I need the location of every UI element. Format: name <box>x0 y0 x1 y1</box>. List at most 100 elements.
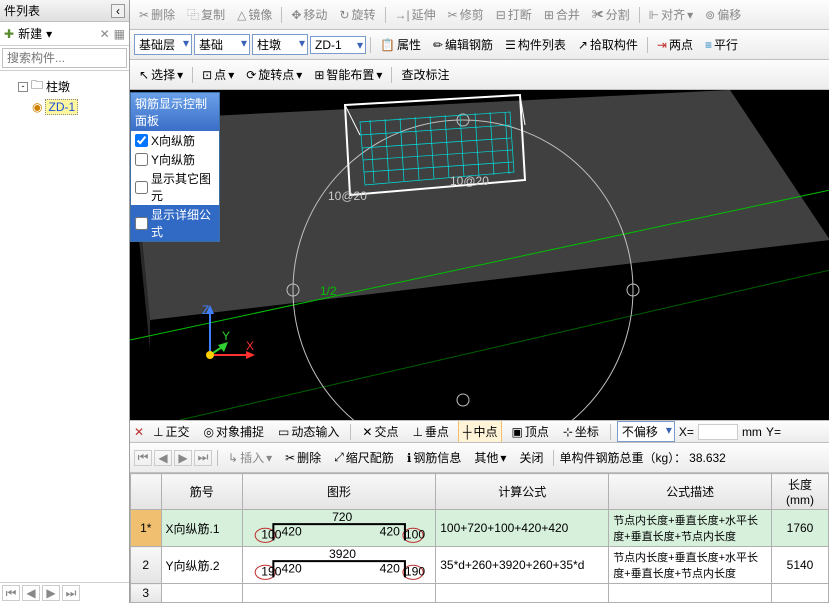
tree-node-root[interactable]: - 🗀 柱墩 <box>4 75 125 98</box>
component-search-input[interactable] <box>2 48 127 68</box>
status-toolbar: ✕ ⊥ 正交 ◎ 对象捕捉 ▭ 动态输入 ✕ 交点 ⊥ 垂点 ┼ 中点 ▣ 顶点… <box>130 420 829 443</box>
panel-title: 钢筋显示控制面板 <box>131 93 219 131</box>
table-row[interactable]: 2 Y向纵筋.2 190420 3920420 190 35*d+260+392… <box>131 547 829 584</box>
layer-select[interactable]: 基础层 <box>134 34 192 55</box>
align-button[interactable]: ⊩ 对齐 ▾ <box>644 3 699 26</box>
toolbar-draw: ↖ 选择 ▾ ⊡ 点 ▾ ⟳ 旋转点 ▾ ⊞ 智能布置 ▾ 查改标注 <box>130 60 829 90</box>
snap-intersection[interactable]: ✕ 交点 <box>357 420 403 443</box>
svg-text:420: 420 <box>380 561 400 575</box>
break-button[interactable]: ⊟ 打断 <box>491 3 537 26</box>
other-menu[interactable]: 其他 ▾ <box>469 446 511 469</box>
y-label: Y= <box>766 425 781 439</box>
page-next-button[interactable]: ▶ <box>42 585 60 601</box>
label-2: 10@20 <box>450 174 489 188</box>
x-rebar-checkbox[interactable]: X向纵筋 <box>131 131 219 150</box>
snap-midpoint[interactable]: ┼ 中点 <box>458 420 503 443</box>
table-row[interactable]: 3 <box>131 584 829 603</box>
offset-select[interactable]: 不偏移 <box>617 421 675 442</box>
tree-node-child[interactable]: ◉ ZD-1 <box>4 98 125 116</box>
offset-button[interactable]: ⊚ 偏移 <box>700 3 746 26</box>
osnap-toggle[interactable]: ◎ 对象捕捉 <box>199 420 270 443</box>
axis-indicator: Z X Y <box>190 300 260 370</box>
close-table-button[interactable]: 关闭 <box>514 446 548 469</box>
row-last-button[interactable]: ⏭ <box>194 450 212 466</box>
trim-button[interactable]: ✂ 修剪 <box>443 3 489 26</box>
fraction-label: 1/2 <box>320 284 337 298</box>
svg-text:190: 190 <box>261 564 281 578</box>
x-input[interactable] <box>698 424 738 440</box>
formula-checkbox[interactable]: 显示详细公式 <box>131 205 219 241</box>
snap-perpendicular[interactable]: ⊥ 垂点 <box>407 420 453 443</box>
new-icon: ✚ <box>4 27 14 41</box>
pick-component-button[interactable]: ↗ 拾取构件 <box>573 33 643 56</box>
toolbar-menu-icon[interactable]: ▦ <box>114 27 125 41</box>
panel-collapse-button[interactable]: ‹ <box>111 4 125 18</box>
select-tool[interactable]: ↖ 选择 ▾ <box>134 63 188 86</box>
edit-rebar-button[interactable]: ✏ 编辑钢筋 <box>428 33 498 56</box>
toolbar-close-icon[interactable]: ✕ <box>100 27 110 41</box>
expand-icon[interactable]: - <box>18 82 28 92</box>
new-dropdown-icon[interactable]: ▾ <box>46 27 52 41</box>
category-select[interactable]: 基础 <box>194 34 250 55</box>
two-point-button[interactable]: ⇥ 两点 <box>652 33 698 56</box>
table-row[interactable]: 1* X向纵筋.1 100420 720420 100 100+720+100+… <box>131 510 829 547</box>
point-tool[interactable]: ⊡ 点 ▾ <box>197 63 239 86</box>
3d-viewport[interactable]: 10@20 10@20 1/2 钢筋显示控制面板 X向纵筋 Y向纵筋 显示其它图… <box>130 90 829 420</box>
ortho-toggle[interactable]: ⊥ 正交 <box>148 420 194 443</box>
merge-button[interactable]: ⊞ 合并 <box>539 3 585 26</box>
other-elem-checkbox[interactable]: 显示其它图元 <box>131 169 219 205</box>
row-prev-button[interactable]: ◀ <box>154 450 172 466</box>
col-length[interactable]: 长度(mm) <box>771 474 828 510</box>
svg-text:420: 420 <box>380 524 400 538</box>
delete-row-button[interactable]: ✂ 删除 <box>280 446 326 469</box>
col-rownum[interactable] <box>131 474 162 510</box>
delete-button[interactable]: ✂ 删除 <box>134 3 180 26</box>
insert-row-button[interactable]: ↳ 插入 ▾ <box>223 446 277 469</box>
row-first-button[interactable]: ⏮ <box>134 450 152 466</box>
svg-text:Z: Z <box>202 303 209 317</box>
total-weight-value: 38.632 <box>689 451 726 465</box>
rebar-info-button[interactable]: ℹ 钢筋信息 <box>402 446 467 469</box>
rotate-point-tool[interactable]: ⟳ 旋转点 ▾ <box>241 63 307 86</box>
table-toolbar: ⏮ ◀ ▶ ⏭ ↳ 插入 ▾ ✂ 删除 ⤢ 缩尺配筋 ℹ 钢筋信息 其他 ▾ 关… <box>130 443 829 473</box>
svg-text:420: 420 <box>281 524 301 538</box>
component-select[interactable]: ZD-1 <box>310 36 366 54</box>
col-formula[interactable]: 计算公式 <box>436 474 609 510</box>
svg-text:190: 190 <box>405 564 425 578</box>
close-viewport-icon[interactable]: ✕ <box>134 425 144 439</box>
page-first-button[interactable]: ⏮ <box>2 585 20 601</box>
component-icon: ◉ <box>32 100 42 114</box>
svg-text:Y: Y <box>222 329 230 343</box>
col-desc[interactable]: 公式描述 <box>609 474 772 510</box>
snap-vertex[interactable]: ▣ 顶点 <box>506 420 553 443</box>
dynamic-input-toggle[interactable]: ▭ 动态输入 <box>273 420 344 443</box>
component-list-button[interactable]: ☰ 构件列表 <box>500 33 571 56</box>
toolbar-edit: ✂ 删除 ⿻ 复制 △ 镜像 ✥ 移动 ↻ 旋转 →| 延伸 ✂ 修剪 ⊟ 打断… <box>130 0 829 30</box>
split-button[interactable]: ✀ 分割 <box>587 3 635 26</box>
scale-rebar-button[interactable]: ⤢ 缩尺配筋 <box>329 446 399 469</box>
move-button[interactable]: ✥ 移动 <box>286 3 332 26</box>
new-button[interactable]: 新建 <box>18 25 42 42</box>
component-tree: - 🗀 柱墩 ◉ ZD-1 <box>0 71 129 582</box>
rebar-table-panel: ⏮ ◀ ▶ ⏭ ↳ 插入 ▾ ✂ 删除 ⤢ 缩尺配筋 ℹ 钢筋信息 其他 ▾ 关… <box>130 443 829 603</box>
svg-text:100: 100 <box>405 527 425 541</box>
check-annotation-tool[interactable]: 查改标注 <box>396 63 454 86</box>
parallel-button[interactable]: ≡ 平行 <box>700 33 743 56</box>
copy-button[interactable]: ⿻ 复制 <box>182 3 230 26</box>
svg-text:X: X <box>246 339 254 353</box>
page-last-button[interactable]: ⏭ <box>62 585 80 601</box>
svg-text:720: 720 <box>332 510 352 524</box>
mirror-button[interactable]: △ 镜像 <box>232 3 277 26</box>
rotate-button[interactable]: ↻ 旋转 <box>334 3 380 26</box>
row-next-button[interactable]: ▶ <box>174 450 192 466</box>
y-rebar-checkbox[interactable]: Y向纵筋 <box>131 150 219 169</box>
snap-coord[interactable]: ⊹ 坐标 <box>558 420 604 443</box>
svg-text:3920: 3920 <box>329 547 356 561</box>
properties-button[interactable]: 📋 属性 <box>375 33 426 56</box>
extend-button[interactable]: →| 延伸 <box>390 3 441 26</box>
type-select[interactable]: 柱墩 <box>252 34 308 55</box>
col-shape[interactable]: 图形 <box>242 474 435 510</box>
page-prev-button[interactable]: ◀ <box>22 585 40 601</box>
smart-layout-tool[interactable]: ⊞ 智能布置 ▾ <box>309 63 387 86</box>
col-rebar-id[interactable]: 筋号 <box>161 474 242 510</box>
